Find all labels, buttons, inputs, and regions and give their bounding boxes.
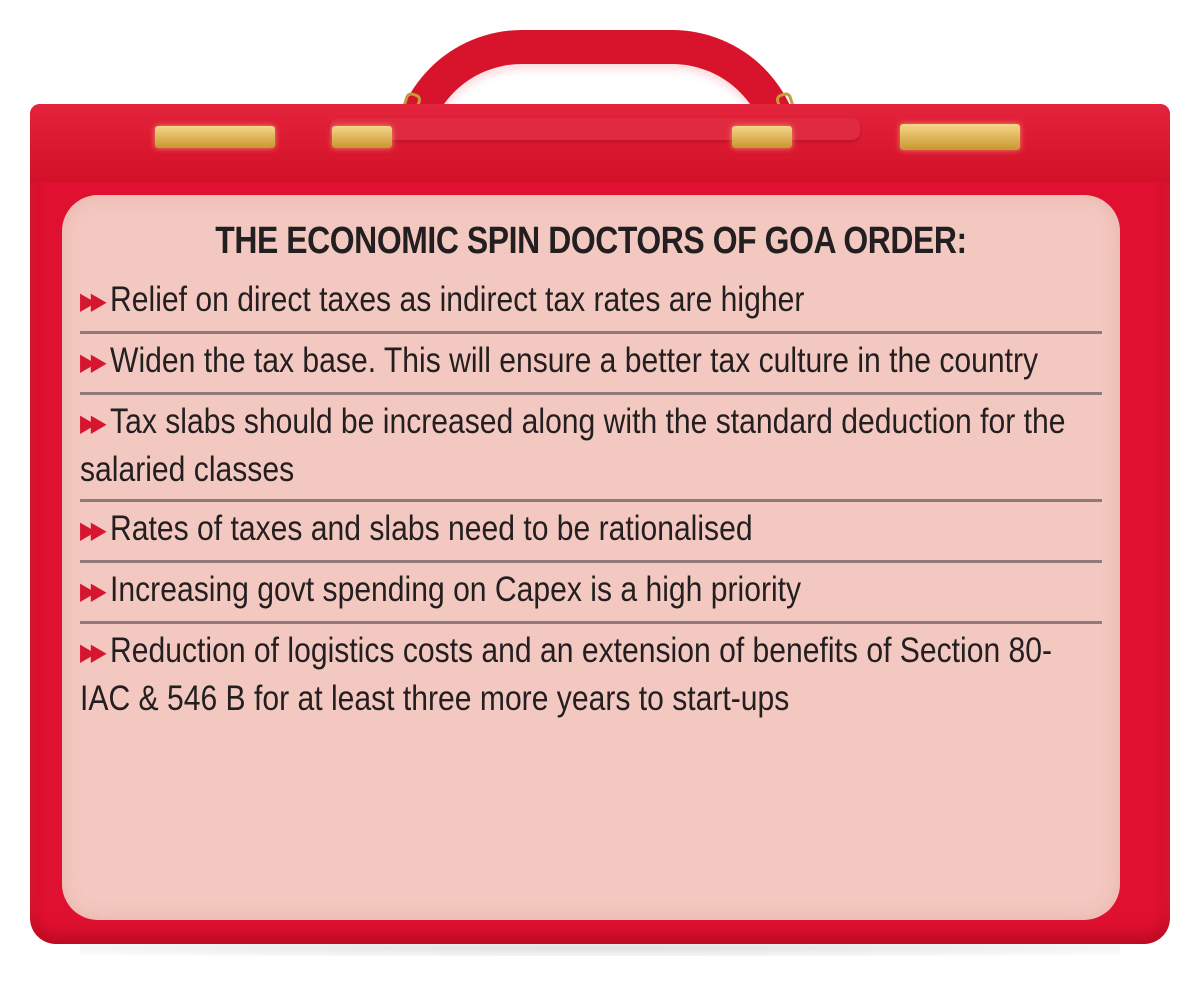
- list-item: ▶▶ Increasing govt spending on Capex is a…: [80, 563, 1102, 624]
- list-item: ▶▶ Reduction of logistics costs and an ex…: [80, 624, 1102, 728]
- handle-mount: [330, 118, 860, 140]
- list-item-text: Tax slabs should be increased along with…: [80, 402, 1066, 489]
- double-chevron-icon: ▶▶: [80, 639, 107, 666]
- list-item-text: Rates of taxes and slabs need to be rati…: [110, 509, 753, 548]
- double-chevron-icon: ▶▶: [80, 349, 107, 376]
- double-chevron-icon: ▶▶: [80, 410, 107, 437]
- list-item: ▶▶ Tax slabs should be increased along wi…: [80, 395, 1102, 502]
- clasp-icon: [900, 124, 1020, 150]
- list-item: ▶▶ Rates of taxes and slabs need to be ra…: [80, 502, 1102, 563]
- hinge-icon: [332, 126, 392, 148]
- case-shadow: [80, 940, 1120, 956]
- list-item-text: Relief on direct taxes as indirect tax r…: [110, 280, 805, 319]
- double-chevron-icon: ▶▶: [80, 578, 107, 605]
- list-item-text: Widen the tax base. This will ensure a b…: [110, 341, 1039, 380]
- panel-title: THE ECONOMIC SPIN DOCTORS OF GOA ORDER:: [215, 220, 967, 262]
- list-item: ▶▶ Widen the tax base. This will ensure a…: [80, 334, 1102, 395]
- double-chevron-icon: ▶▶: [80, 517, 107, 544]
- list-item-text: Reduction of logistics costs and an exte…: [80, 631, 1053, 718]
- hinge-icon: [732, 126, 792, 148]
- list-item: ▶▶ Relief on direct taxes as indirect tax…: [80, 273, 1102, 334]
- list-item-text: Increasing govt spending on Capex is a h…: [110, 570, 802, 609]
- info-panel: THE ECONOMIC SPIN DOCTORS OF GOA ORDER: …: [62, 195, 1120, 920]
- double-chevron-icon: ▶▶: [80, 288, 107, 315]
- clasp-icon: [155, 126, 275, 148]
